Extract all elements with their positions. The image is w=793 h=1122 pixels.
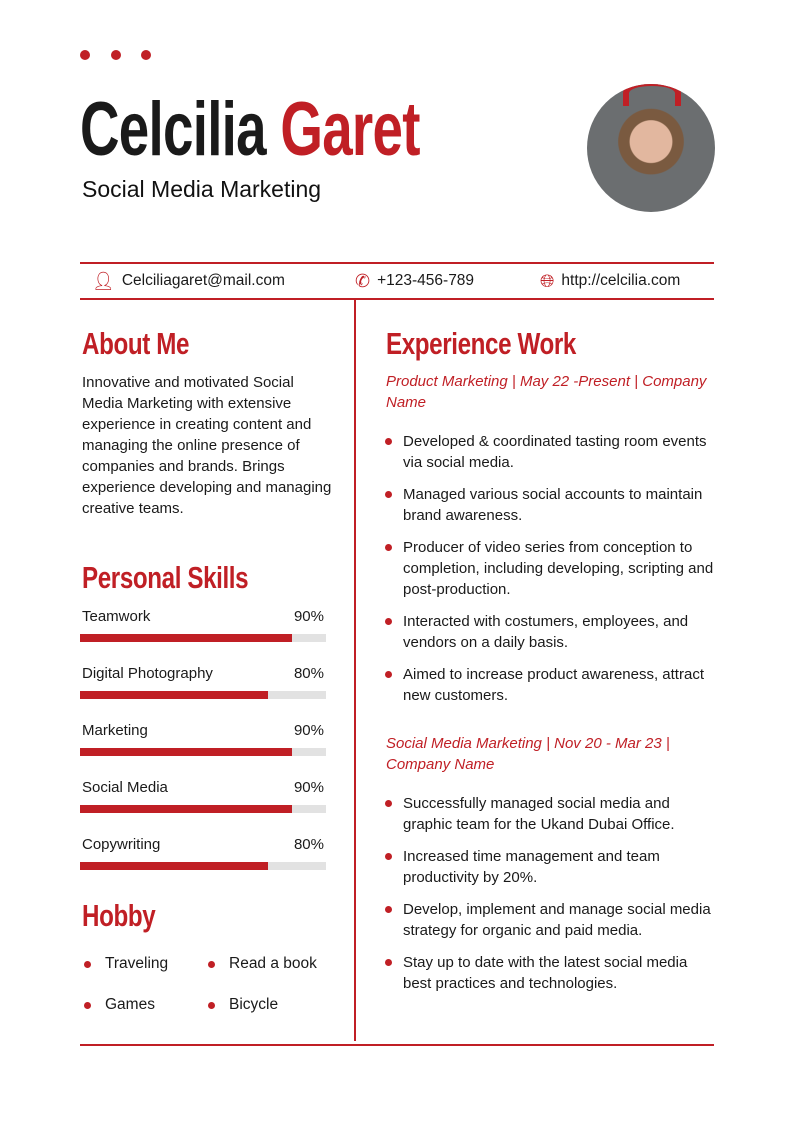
bullet-text: Develop, implement and manage social med… <box>403 901 711 939</box>
bullet-text: Developed & coordinated tasting room eve… <box>403 433 707 471</box>
skill-bar-fill <box>80 862 269 870</box>
column-divider <box>354 299 356 1041</box>
job-title: Social Media Marketing <box>82 176 322 202</box>
skill-percent: 90% <box>293 779 324 796</box>
skill-item: Digital Photography 80% <box>80 665 326 699</box>
email-text: Celciliagaret@mail.com <box>121 272 285 289</box>
job-bullet: Aimed to increase product awareness, att… <box>385 664 715 706</box>
skill-item: Social Media 90% <box>80 779 326 813</box>
bullet-icon <box>385 544 392 551</box>
job-bullet: Developed & coordinated tasting room eve… <box>385 431 715 473</box>
skill-bar-fill <box>80 634 292 642</box>
phone-text: +123-456-789 <box>377 272 475 289</box>
about-heading: About Me <box>82 326 190 361</box>
hobby-label: Bicycle <box>229 996 279 1013</box>
decorative-dot <box>111 50 121 60</box>
job-heading: Product Marketing | May 22 -Present | Co… <box>386 373 707 411</box>
skill-label: Marketing <box>82 722 148 739</box>
hobby-item: Traveling <box>84 955 168 973</box>
job-heading: Social Media Marketing | Nov 20 - Mar 23… <box>386 735 670 773</box>
skill-label: Digital Photography <box>82 665 213 682</box>
contact-email[interactable]: 👤︎ Celciliagaret@mail.com <box>92 272 285 290</box>
bullet-icon <box>208 960 215 968</box>
job-bullet: Develop, implement and manage social med… <box>385 899 715 941</box>
bullet-icon <box>84 1001 91 1009</box>
decorative-dot <box>141 50 151 60</box>
hobby-label: Games <box>105 996 155 1013</box>
phone-icon: ✆ <box>355 271 371 291</box>
bullet-icon <box>385 491 392 498</box>
bullet-icon <box>385 906 392 913</box>
skill-bar-fill <box>80 805 292 813</box>
bullet-icon <box>385 800 392 807</box>
skill-label: Teamwork <box>82 608 151 625</box>
skill-item: Copywriting 80% <box>80 836 326 870</box>
full-name: Celcilia Garet <box>80 92 420 168</box>
about-text: Innovative and motivated Social Media Ma… <box>82 374 332 517</box>
job-bullet: Interacted with costumers, employees, an… <box>385 611 715 653</box>
bullet-text: Aimed to increase product awareness, att… <box>403 666 704 704</box>
bullet-text: Increased time management and team produ… <box>403 848 660 886</box>
hobby-item: Read a book <box>208 955 317 973</box>
experience-heading: Experience Work <box>386 326 576 361</box>
job-bullet: Increased time management and team produ… <box>385 846 715 888</box>
bullet-icon <box>385 618 392 625</box>
bullet-icon <box>385 959 392 966</box>
bullet-icon <box>84 960 91 968</box>
job-bullets: Successfully managed social media and gr… <box>385 793 715 1005</box>
divider <box>80 262 714 264</box>
bullet-icon <box>385 671 392 678</box>
user-icon: 👤︎ <box>92 271 115 291</box>
contact-website[interactable]: 🌐︎ http://celcilia.com <box>540 272 680 290</box>
profile-photo <box>587 84 715 212</box>
skill-label: Social Media <box>82 779 168 796</box>
skill-bar <box>80 748 326 756</box>
bullet-text: Stay up to date with the latest social m… <box>403 954 688 992</box>
bullet-text: Producer of video series from conception… <box>403 539 714 598</box>
job-bullets: Developed & coordinated tasting room eve… <box>385 431 715 717</box>
contact-phone[interactable]: ✆ +123-456-789 <box>355 272 474 290</box>
hobby-label: Read a book <box>229 955 317 972</box>
hobby-item: Bicycle <box>208 996 278 1014</box>
skill-bar <box>80 691 326 699</box>
bullet-text: Managed various social accounts to maint… <box>403 486 703 524</box>
hobby-item: Games <box>84 996 155 1014</box>
bullet-icon <box>385 853 392 860</box>
skill-bar-fill <box>80 748 292 756</box>
skills-heading: Personal Skills <box>82 560 249 595</box>
job-bullet: Producer of video series from conception… <box>385 537 715 600</box>
skill-bar-fill <box>80 691 269 699</box>
skill-bar <box>80 805 326 813</box>
first-name: Celcilia <box>80 87 267 172</box>
job-bullet: Managed various social accounts to maint… <box>385 484 715 526</box>
skill-percent: 90% <box>293 608 324 625</box>
job-bullet: Successfully managed social media and gr… <box>385 793 715 835</box>
skill-percent: 80% <box>293 836 324 853</box>
globe-icon: 🌐︎ <box>540 271 555 291</box>
decorative-dot <box>80 50 90 60</box>
skill-item: Marketing 90% <box>80 722 326 756</box>
bullet-icon <box>208 1001 215 1009</box>
hobby-label: Traveling <box>105 955 169 972</box>
skill-label: Copywriting <box>82 836 161 853</box>
hobby-heading: Hobby <box>82 898 156 933</box>
skill-percent: 90% <box>293 722 324 739</box>
bullet-text: Interacted with costumers, employees, an… <box>403 613 689 651</box>
skill-bar <box>80 862 326 870</box>
divider <box>80 298 714 300</box>
bullet-text: Successfully managed social media and gr… <box>403 795 675 833</box>
job-bullet: Stay up to date with the latest social m… <box>385 952 715 994</box>
last-name: Garet <box>280 87 420 172</box>
website-text: http://celcilia.com <box>561 272 681 289</box>
skill-item: Teamwork 90% <box>80 608 326 642</box>
divider <box>80 1044 714 1046</box>
skill-percent: 80% <box>293 665 324 682</box>
skill-bar <box>80 634 326 642</box>
bullet-icon <box>385 438 392 445</box>
